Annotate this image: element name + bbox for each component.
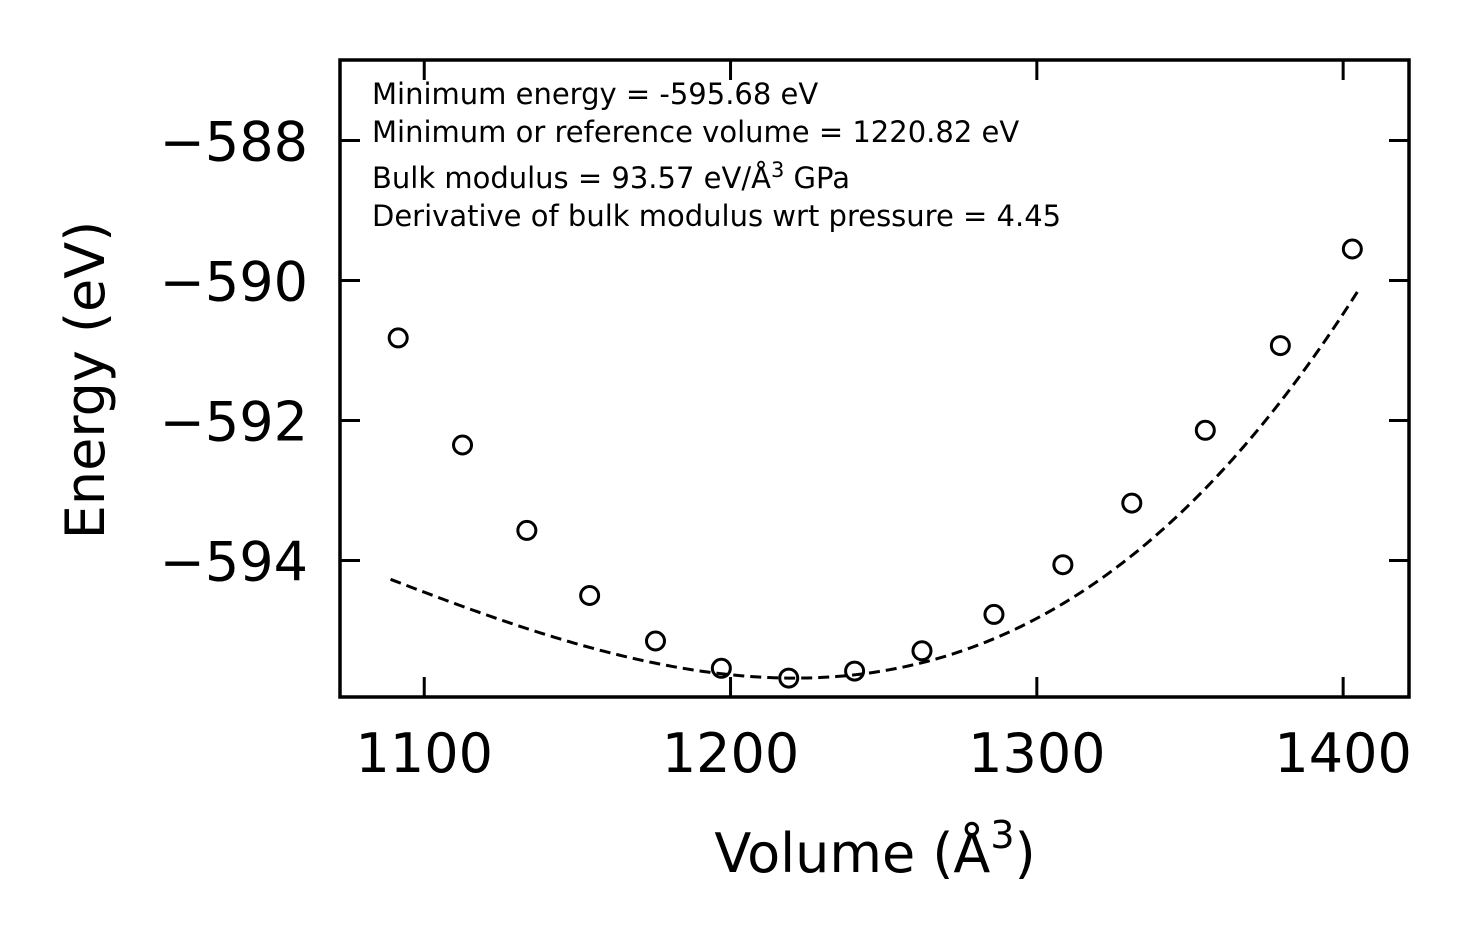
x-axis-label-main: Volume (Å (714, 821, 990, 885)
x-tick-label: 1400 (1274, 722, 1411, 785)
annotation-derivative: Derivative of bulk modulus wrt pressure … (372, 199, 1061, 233)
y-tick-label: −592 (160, 391, 308, 454)
data-point (983, 603, 1005, 625)
annotation-ref-volume: Minimum or reference volume = 1220.82 eV (372, 115, 1019, 149)
annotation-bulk-modulus: Bulk modulus = 93.57 eV/Å3 GPa (372, 158, 850, 195)
annotation-bulk-modulus-tail: GPa (784, 161, 850, 195)
y-tick-label: −594 (160, 531, 308, 594)
x-tick-label: 1100 (356, 722, 493, 785)
axis-ticks (340, 60, 1409, 697)
data-markers (387, 238, 1363, 689)
x-tick-labels: 1100 1200 1300 1400 (356, 722, 1412, 785)
data-point (778, 667, 800, 689)
data-point (1194, 419, 1216, 441)
annotation-bulk-modulus-main: Bulk modulus = 93.57 eV/Å (372, 161, 771, 195)
data-point (1052, 554, 1074, 576)
annotation-min-energy: Minimum energy = -595.68 eV (372, 77, 818, 111)
annotation-bulk-modulus-sup: 3 (771, 158, 784, 182)
y-tick-labels: −588 −590 −592 −594 (160, 111, 308, 594)
fit-curve (390, 286, 1362, 680)
x-axis-label: Volume (Å3) (714, 813, 1035, 885)
annotations: Minimum energy = -595.68 eV Minimum or r… (372, 77, 1061, 233)
x-axis-label-close: ) (1015, 822, 1036, 885)
x-tick-label: 1300 (968, 722, 1105, 785)
data-point (1269, 335, 1291, 357)
y-tick-label: −588 (160, 111, 308, 174)
data-point (644, 630, 666, 652)
data-point (1121, 492, 1143, 514)
data-point (911, 640, 933, 662)
plot-frame (338, 58, 1411, 699)
data-point (516, 519, 538, 541)
data-point (387, 327, 409, 349)
data-point (579, 585, 601, 606)
data-point (710, 657, 732, 679)
y-axis-label: Energy (eV) (54, 221, 117, 540)
y-tick-label: −590 (160, 251, 308, 314)
data-point (1341, 238, 1363, 260)
data-point (844, 660, 866, 682)
data-point (452, 434, 474, 456)
x-axis-label-sup: 3 (990, 813, 1014, 857)
x-tick-label: 1200 (662, 722, 799, 785)
